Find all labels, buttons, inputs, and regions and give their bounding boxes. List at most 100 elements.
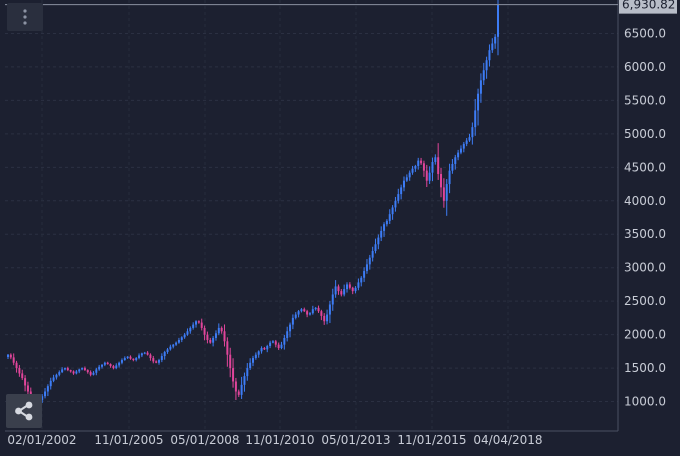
candle-body <box>445 184 448 201</box>
candle-body <box>391 207 394 215</box>
candle <box>254 352 257 360</box>
candle <box>451 159 454 174</box>
candle-body <box>337 286 340 292</box>
candle <box>138 353 141 360</box>
candle <box>249 358 252 370</box>
candle <box>477 88 480 126</box>
candle-body <box>311 309 314 314</box>
candle <box>63 367 66 371</box>
candle <box>346 282 349 293</box>
candle-body <box>326 314 329 322</box>
candle <box>58 370 61 377</box>
candle-body <box>402 180 405 188</box>
candle-body <box>24 378 27 386</box>
candle-body <box>328 304 331 315</box>
candle-body <box>485 60 488 71</box>
candle-body <box>420 160 423 164</box>
candle <box>297 310 300 318</box>
chart-menu-button[interactable] <box>7 3 43 31</box>
candle-body <box>44 391 47 397</box>
candle-body <box>417 160 420 166</box>
candle-body <box>477 93 480 111</box>
candle-body <box>169 346 172 350</box>
candle <box>120 358 123 365</box>
candle-body <box>266 346 269 350</box>
candle-body <box>491 43 494 51</box>
more-vertical-icon <box>23 9 27 25</box>
candle-body <box>465 140 468 144</box>
candle-body <box>468 137 471 141</box>
candle-body <box>277 344 280 349</box>
candle-body <box>411 168 414 173</box>
candle <box>257 350 260 358</box>
candle <box>24 375 27 392</box>
candle-body <box>183 334 186 338</box>
x-tick-label: 11/01/2010 <box>245 433 314 447</box>
share-button[interactable] <box>6 394 42 428</box>
candle <box>92 371 95 376</box>
candle-body <box>166 349 169 353</box>
candle <box>408 170 411 181</box>
candle <box>177 337 180 344</box>
last-price-label: 6,930.82 <box>622 0 675 12</box>
candle <box>75 369 78 375</box>
candle <box>391 205 394 220</box>
candle-body <box>368 257 371 265</box>
candle <box>417 157 420 170</box>
candle <box>266 344 269 353</box>
candle-body <box>340 291 343 295</box>
last-price-tag: 6,930.82 <box>5 0 677 14</box>
y-tick-label: 3500.0 <box>624 227 666 241</box>
candle-body <box>98 366 101 370</box>
candle <box>229 347 232 378</box>
candle-body <box>346 284 349 290</box>
candle-body <box>89 372 92 375</box>
candle <box>479 73 482 103</box>
candle-body <box>334 286 337 295</box>
candle-body <box>286 331 289 338</box>
candle-body <box>271 341 274 343</box>
candle <box>69 369 72 373</box>
candle <box>243 372 246 392</box>
candle-body <box>46 386 49 392</box>
candle-body <box>243 376 246 385</box>
candle-body <box>75 371 78 374</box>
candle-body <box>308 313 311 315</box>
candle <box>300 308 303 313</box>
candle <box>209 337 212 344</box>
candle <box>83 366 86 371</box>
candle <box>400 184 403 200</box>
candle-body <box>132 358 135 361</box>
candle <box>252 355 254 367</box>
candle <box>377 234 380 250</box>
candle-body <box>351 287 354 292</box>
candle <box>488 44 491 67</box>
candle <box>66 366 69 372</box>
candle <box>103 361 106 367</box>
candle-body <box>385 220 388 225</box>
candle-body <box>494 36 497 44</box>
y-tick-label: 4000.0 <box>624 194 666 208</box>
candle-body <box>479 80 482 94</box>
candle <box>192 322 195 330</box>
candle <box>348 282 351 290</box>
candle-body <box>314 307 317 310</box>
candle <box>263 346 266 351</box>
candle-body <box>269 342 272 347</box>
candle-body <box>163 352 166 357</box>
candle <box>260 346 263 354</box>
candle-body <box>203 327 206 335</box>
candle-body <box>400 187 403 195</box>
candle-body <box>86 370 89 373</box>
candle <box>337 284 340 295</box>
candle <box>200 318 203 331</box>
candle <box>425 164 428 187</box>
candle-body <box>377 237 380 245</box>
candle <box>212 336 215 347</box>
candle <box>95 367 98 376</box>
candle-body <box>41 396 44 401</box>
chart-grid <box>5 0 618 431</box>
candle-body <box>143 352 146 354</box>
